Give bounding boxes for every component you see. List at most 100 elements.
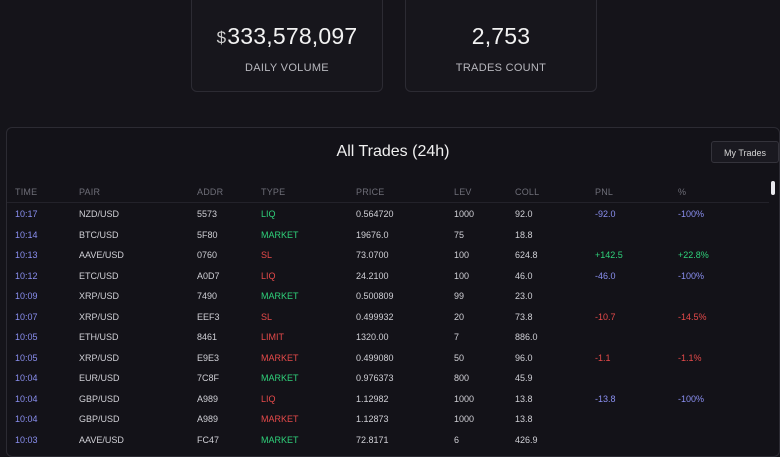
trade-address: FC47: [197, 434, 220, 445]
trade-time: 10:05: [15, 332, 38, 342]
trade-type: LIQ: [261, 270, 276, 281]
column-header-pnl[interactable]: PNL: [595, 187, 614, 197]
trade-collateral: 426.9: [515, 434, 538, 445]
column-header-percent[interactable]: %: [678, 187, 687, 197]
trade-type: MARKET: [261, 373, 299, 383]
trade-time: 10:13: [15, 250, 38, 260]
trade-leverage: 1000: [454, 209, 475, 219]
trade-pair: BTC/USD: [79, 229, 119, 240]
table-row[interactable]: 10:05 ETH/USD 8461 LIMIT 1320.00 7 886.0: [7, 328, 769, 349]
trade-type: MARKET: [261, 414, 299, 424]
trade-type: MARKET: [261, 352, 299, 363]
trade-type: LIQ: [261, 209, 276, 219]
daily-volume-number: 333,578,097: [227, 23, 358, 49]
daily-volume-label: DAILY VOLUME: [245, 62, 329, 74]
trade-collateral: 23.0: [515, 291, 533, 301]
trade-collateral: 13.8: [515, 393, 533, 404]
table-row[interactable]: 10:04 EUR/USD 7C8F MARKET 0.976373 800 45.9: [7, 369, 769, 390]
trade-time: 10:09: [15, 291, 38, 301]
column-header-type[interactable]: TYPE: [261, 187, 286, 197]
trade-address: E9E3: [197, 352, 220, 363]
trade-pair: NZD/USD: [79, 209, 119, 219]
currency-symbol: $: [216, 28, 227, 47]
table-header: TIME PAIR ADDR TYPE PRICE LEV COLL PNL %: [7, 184, 769, 203]
table-row[interactable]: 10:13 AAVE/USD 0760 SL 73.0700 100 624.8 +142.5…: [7, 246, 769, 267]
trade-time: 10:04: [15, 393, 38, 404]
trade-pnl: -13.8: [595, 393, 616, 404]
trade-collateral: 886.0: [515, 332, 538, 342]
trade-pair: EUR/USD: [79, 373, 120, 383]
trade-type: LIQ: [261, 393, 276, 404]
trade-type: MARKET: [261, 291, 299, 301]
trade-address: A989: [197, 393, 219, 404]
daily-volume-value: $333,578,097: [192, 23, 382, 50]
trade-leverage: 1000: [454, 393, 475, 404]
trade-leverage: 7: [454, 332, 460, 342]
trade-leverage: 50: [454, 352, 465, 363]
column-header-price[interactable]: PRICE: [356, 187, 385, 197]
table-row[interactable]: 10:04 GBP/USD A989 MARKET 1.12873 1000 13.8: [7, 410, 769, 431]
trade-address: EEF3: [197, 311, 220, 322]
trade-pair: ETC/USD: [79, 270, 119, 281]
trade-price: 1.12982: [356, 393, 389, 404]
table-scrollbar[interactable]: [770, 181, 776, 456]
table-row[interactable]: 10:03 AAVE/USD FC47 MARKET 72.8171 6 426.9: [7, 431, 769, 452]
trade-price: 24.2100: [356, 270, 389, 281]
trade-leverage: 75: [454, 229, 465, 240]
trade-address: 7C8F: [197, 373, 220, 383]
column-header-addr[interactable]: ADDR: [197, 187, 224, 197]
table-row[interactable]: 10:09 XRP/USD 7490 MARKET 0.500809 99 23.0: [7, 287, 769, 308]
trade-price: 0.976373: [356, 373, 394, 383]
trade-time: 10:12: [15, 270, 38, 281]
trade-address: A989: [197, 414, 219, 424]
trade-collateral: 624.8: [515, 250, 538, 260]
trade-pnl: +142.5: [595, 250, 623, 260]
table-row[interactable]: 10:12 ETC/USD A0D7 LIQ 24.2100 100 46.0 -46.0 -1…: [7, 267, 769, 288]
trade-collateral: 13.8: [515, 414, 533, 424]
my-trades-button[interactable]: My Trades: [711, 141, 779, 163]
column-header-time[interactable]: TIME: [15, 187, 38, 197]
column-header-pair[interactable]: PAIR: [79, 187, 101, 197]
trade-address: 5573: [197, 209, 218, 219]
trade-pnl: -46.0: [595, 270, 616, 281]
trade-pair: AAVE/USD: [79, 434, 124, 445]
trade-price: 19676.0: [356, 229, 389, 240]
trade-pnl-percent: +22.8%: [678, 250, 709, 260]
trade-price: 72.8171: [356, 434, 389, 445]
trade-collateral: 18.8: [515, 229, 533, 240]
trade-address: A0D7: [197, 270, 220, 281]
table-row[interactable]: 10:04 GBP/USD A989 LIQ 1.12982 1000 13.8 -13.8 -…: [7, 390, 769, 411]
trade-time: 10:03: [15, 434, 38, 445]
trade-collateral: 92.0: [515, 209, 533, 219]
column-header-lev[interactable]: LEV: [454, 187, 472, 197]
trade-pnl-percent: -1.1%: [678, 352, 702, 363]
table-row[interactable]: 10:05 XRP/USD E9E3 MARKET 0.499080 50 96.0 -1.1…: [7, 349, 769, 370]
trade-collateral: 45.9: [515, 373, 533, 383]
trade-type: SL: [261, 311, 273, 322]
panel-title: All Trades (24h): [336, 143, 450, 160]
trade-time: 10:04: [15, 373, 38, 383]
table-row[interactable]: 10:17 NZD/USD 5573 LIQ 0.564720 1000 92.0 -92.0…: [7, 205, 769, 226]
scrollbar-thumb[interactable]: [771, 181, 775, 195]
trade-leverage: 99: [454, 291, 465, 301]
trade-time: 10:17: [15, 209, 38, 219]
trade-collateral: 96.0: [515, 352, 533, 363]
trade-address: 7490: [197, 291, 218, 301]
table-row[interactable]: 10:14 BTC/USD 5F80 MARKET 19676.0 75 18.8: [7, 226, 769, 247]
trades-count-card: 2,753 TRADES COUNT: [405, 0, 597, 92]
trade-price: 1.12873: [356, 414, 389, 424]
table-row[interactable]: 10:07 XRP/USD EEF3 SL 0.499932 20 73.8 -10.7 -14…: [7, 308, 769, 329]
trades-count-label: TRADES COUNT: [455, 62, 547, 74]
trade-pnl-percent: -100%: [678, 209, 705, 219]
trade-leverage: 100: [454, 250, 470, 260]
trade-pnl: -1.1: [595, 352, 611, 363]
trades-table-body: 10:17 NZD/USD 5573 LIQ 0.564720 1000 92.0 -92.0…: [7, 205, 769, 451]
trade-time: 10:05: [15, 352, 38, 363]
daily-volume-card: $333,578,097 DAILY VOLUME: [191, 0, 383, 92]
trade-time: 10:04: [15, 414, 38, 424]
trades-count-value: 2,753: [471, 23, 531, 49]
column-header-coll[interactable]: COLL: [515, 187, 540, 197]
trade-pair: ETH/USD: [79, 332, 119, 342]
trade-collateral: 46.0: [515, 270, 533, 281]
trade-pair: XRP/USD: [79, 291, 120, 301]
